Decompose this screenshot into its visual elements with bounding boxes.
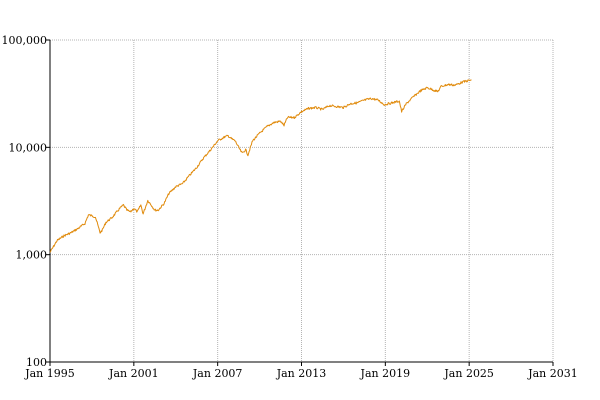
- x-tick-label: Jan 1995: [24, 367, 75, 380]
- x-tick-label: Jan 2007: [192, 367, 243, 380]
- y-tick-label: 100: [26, 356, 47, 369]
- x-tick-label: Jan 2013: [276, 367, 327, 380]
- x-tick-label: Jan 2025: [443, 367, 494, 380]
- series-group: [49, 79, 472, 253]
- x-tick-label: Jan 2031: [527, 367, 578, 380]
- grid: [49, 39, 554, 363]
- x-tick-label: Jan 2001: [108, 367, 159, 380]
- x-tick-label: Jan 2019: [360, 367, 411, 380]
- series-line: [49, 79, 472, 253]
- y-tick-label: 100,000: [2, 34, 48, 47]
- tick-labels: 100 1,000 10,000 100,000 Jan 1995 Jan 2001 Jan…: [2, 34, 578, 380]
- y-tick-label: 10,000: [9, 141, 48, 154]
- y-tick-label: 1,000: [16, 249, 48, 262]
